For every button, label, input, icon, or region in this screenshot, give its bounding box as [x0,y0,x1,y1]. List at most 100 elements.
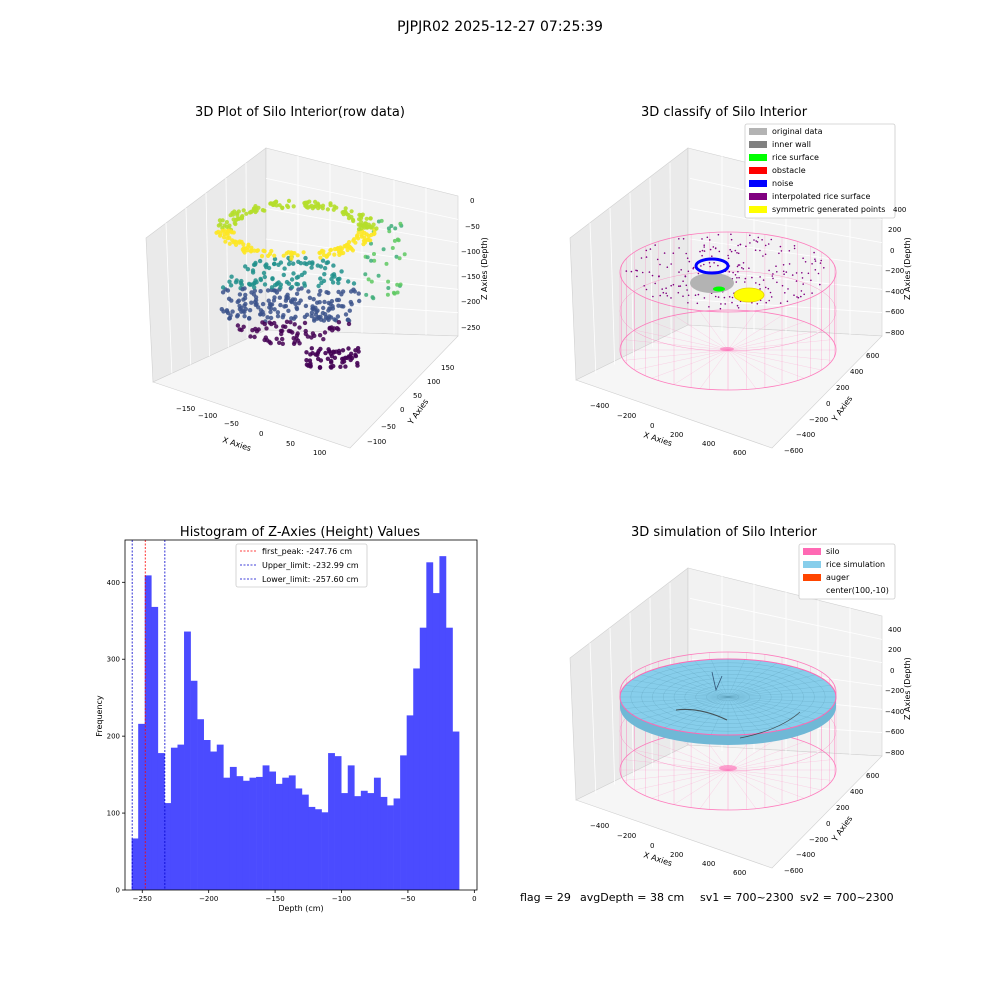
histogram-bar [347,765,355,890]
raw-point [394,254,399,259]
interpolated-point [640,257,643,259]
classify-floor-pane [575,324,883,449]
raw-point [250,268,256,273]
interpolated-point [782,270,785,273]
raw-x-tick-labels: −150 −100 −50 0 50 100 [176,405,326,457]
raw-point [389,224,394,228]
panel-histogram[interactable]: Histogram of Z-Axies (Height) Values −25… [95,525,478,913]
classify-x-tick: 0 [650,422,654,430]
raw-point [277,340,282,345]
raw-point [343,312,349,317]
interpolated-point [666,295,669,297]
interpolated-point [800,295,802,298]
classify-z-tick: −400 [885,288,904,296]
mesh-spoke [727,696,816,720]
interpolated-point [625,270,628,272]
raw-point [355,346,361,351]
panel-raw-3d[interactable]: 3D Plot of Silo Interior(row data) −150 … [145,105,489,457]
mesh-spoke [727,660,762,698]
raw-point [330,273,335,278]
raw-point [242,296,248,301]
raw-point [318,264,324,269]
silo-spoke [727,349,833,361]
interpolated-point [670,284,672,287]
raw-point [337,249,342,254]
interpolated-point [703,246,705,248]
raw-point [303,200,308,205]
raw-point [395,282,400,287]
classify-z-tick: −600 [885,308,904,316]
interpolated-point [677,291,680,294]
interpolated-point [703,244,705,246]
interpolated-point [678,285,680,288]
classify-z-tick: 400 [893,206,906,214]
raw-x-tick: 50 [286,440,295,448]
legend-swatch-rice-simulation [803,561,821,568]
raw-point [304,204,309,209]
raw-y-axis-label: Y Axies [406,397,431,427]
raw-point [218,222,223,227]
raw-point [293,314,298,319]
classify-y-tick: 0 [826,400,830,408]
raw-point [395,290,400,295]
raw-point [309,265,314,270]
silo-spoke [673,769,729,805]
raw-point [339,269,344,274]
mesh-spoke [678,662,729,698]
legend-swatch-original-data [749,128,767,135]
interpolated-point [767,287,770,290]
interpolated-point [793,245,796,247]
simulation-x-tick-labels: −400 −200 0 200 400 600 [590,822,746,877]
silo-spoke [727,349,757,389]
raw-point [282,304,287,309]
interpolated-point [686,289,688,291]
legend-label-symmetric-generated-points: symmetric generated points [772,205,885,214]
raw-point [366,277,371,282]
panel-classify-3d[interactable]: 3D classify of Silo Interior original da… [569,105,912,457]
interpolated-point [770,238,773,241]
interpolated-point [807,272,810,275]
histogram-bar [197,719,204,890]
simulation-rice-surface [619,658,837,745]
raw-point [343,206,348,211]
interpolated-point [730,250,733,253]
interpolated-point [742,268,745,270]
mesh-spoke [727,696,835,704]
raw-point [220,218,225,223]
interpolated-point [714,247,717,250]
figure-suptitle: PJPJR02 2025-12-27 07:25:39 [397,19,603,35]
raw-point [252,285,257,290]
interpolated-point [719,307,722,310]
raw-point [307,199,312,204]
raw-point [274,336,279,341]
raw-point [304,261,309,267]
raw-point [280,336,285,342]
mesh-spoke [651,669,729,698]
interpolated-point [779,245,782,248]
panel-simulation-3d[interactable]: 3D simulation of Silo Interior silo rice… [569,525,912,877]
mesh-spoke [727,659,746,698]
classify-y-tick: 200 [836,384,849,392]
interpolated-point [765,301,767,304]
raw-point [284,279,290,285]
raw-point [249,245,254,250]
interpolated-point [727,254,729,257]
interpolated-point [738,264,741,266]
classify-y-tick: 600 [866,352,879,360]
histogram-bar [354,796,362,890]
mesh-spoke [651,696,729,725]
raw-point [294,305,299,310]
interpolated-point [694,294,697,297]
simulation-legend-box [798,543,896,600]
raw-point [352,289,357,294]
raw-point [243,264,248,269]
classify-silo-wireframe [619,231,837,391]
raw-point [351,281,357,286]
raw-point [262,249,267,254]
raw-point [298,298,303,303]
raw-point [275,310,281,315]
interpolated-point [651,274,654,277]
mesh-spoke [727,690,835,698]
legend-swatch-auger [803,574,821,581]
raw-point [241,324,246,329]
